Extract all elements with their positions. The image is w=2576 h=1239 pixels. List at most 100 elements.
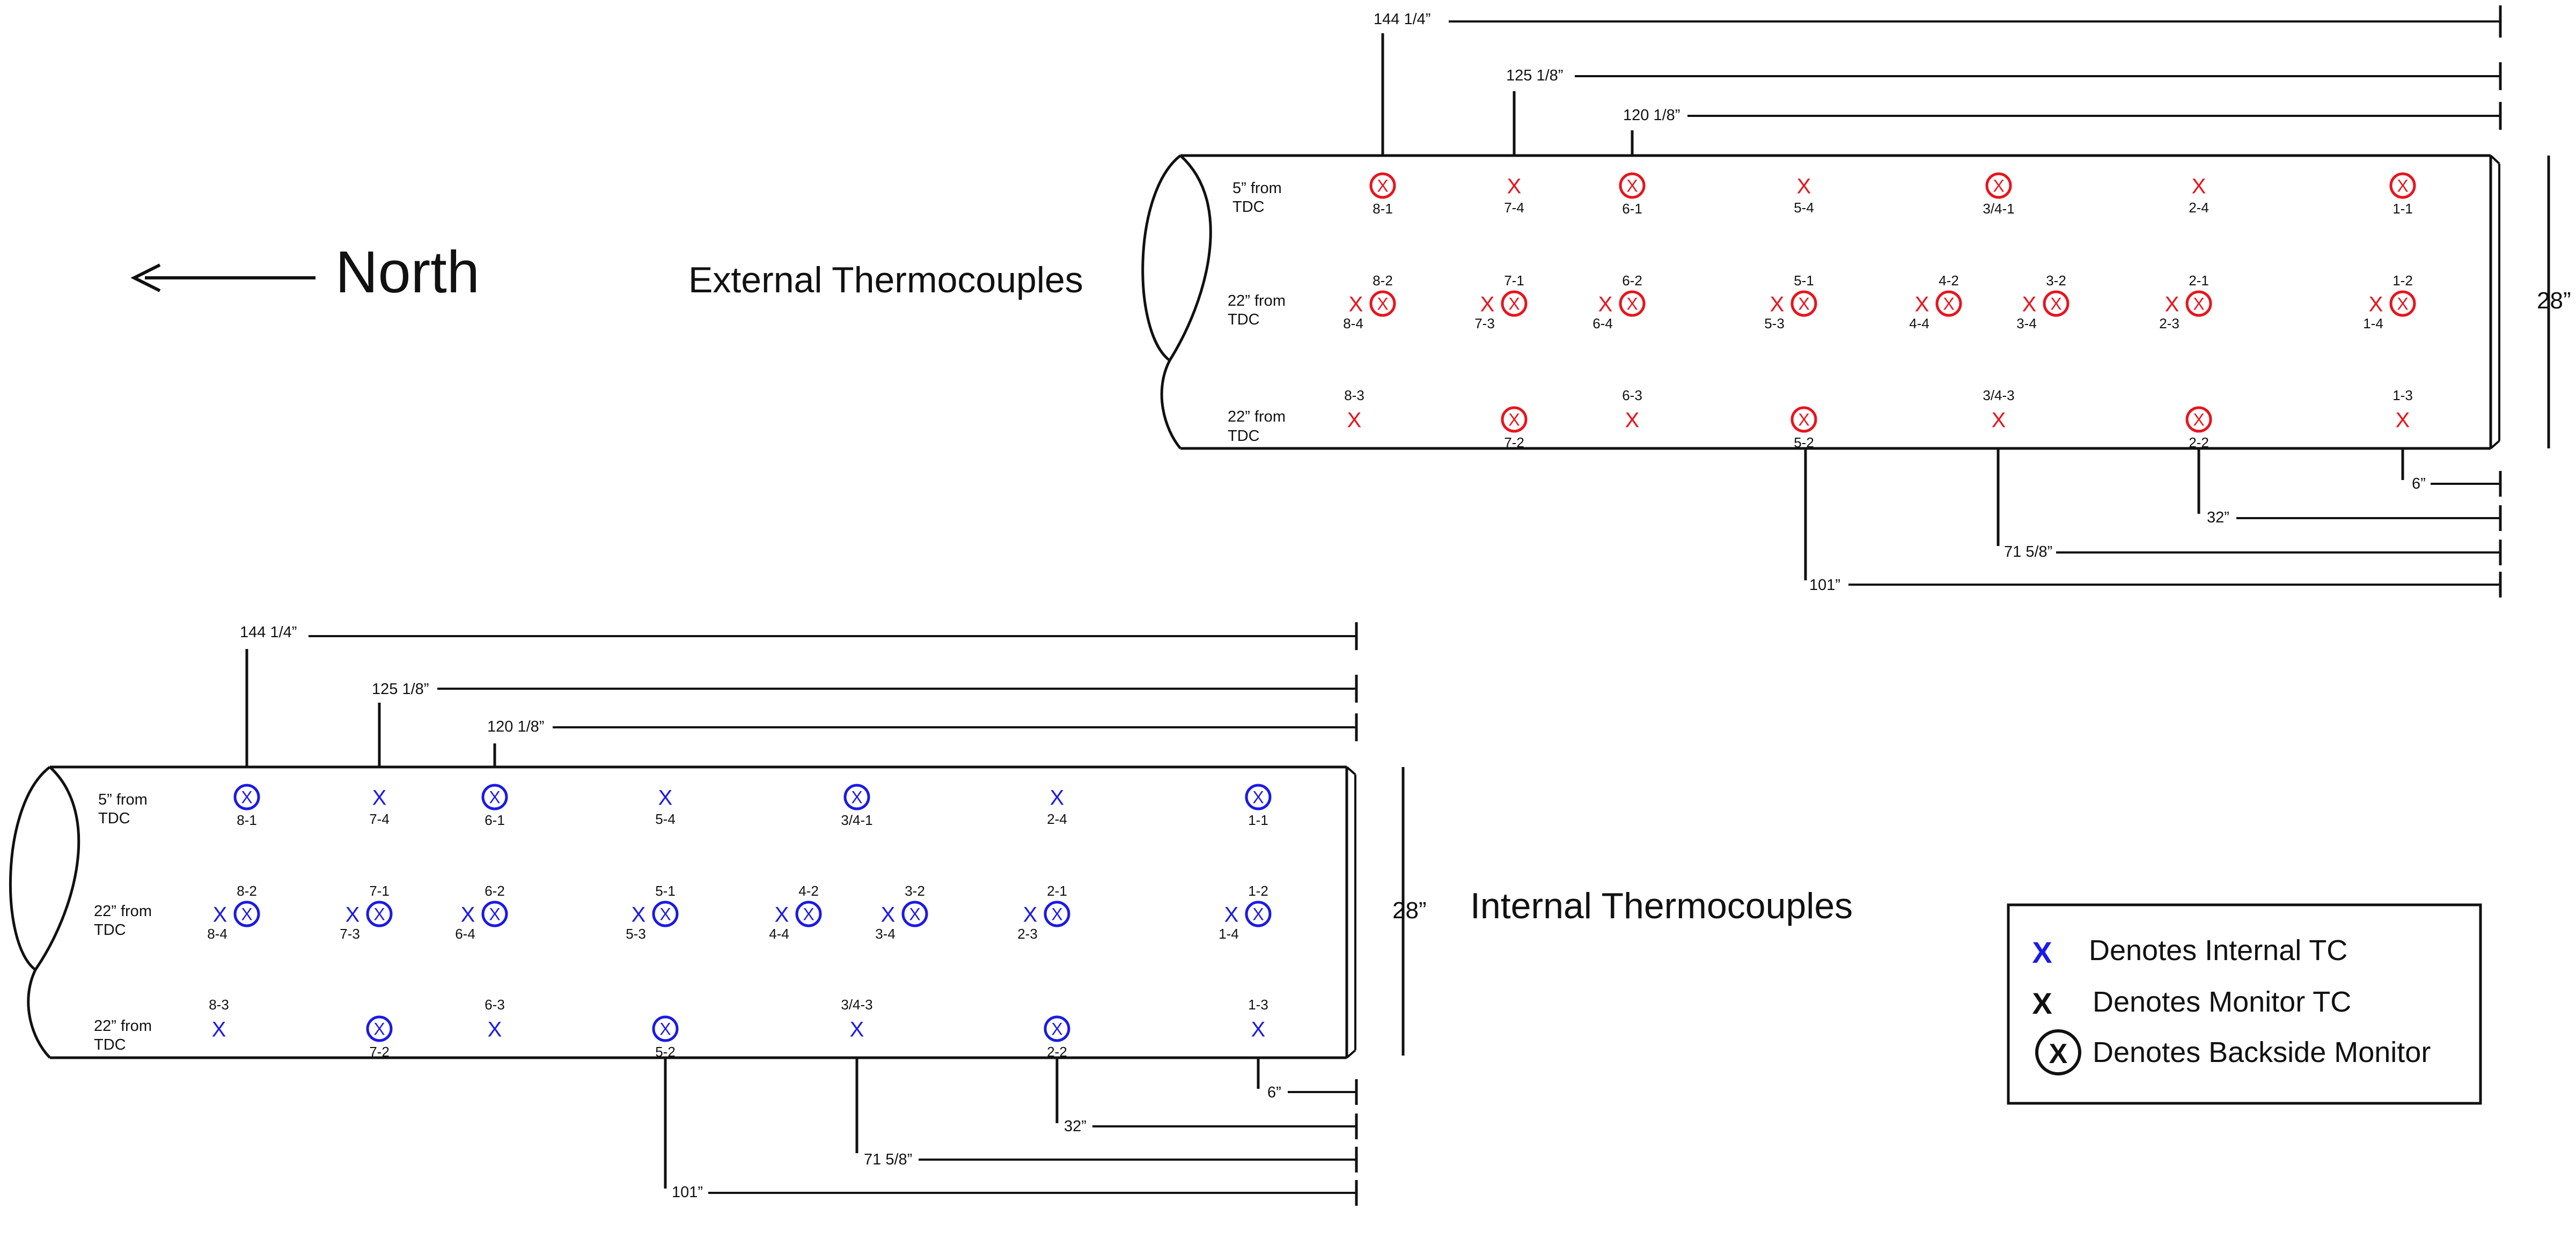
internal-tc-7-label-bottom: 8-4 [207, 926, 227, 942]
internal-tc-21-label: 1-3 [1248, 997, 1268, 1013]
external-tc-8-label-top: 7-1 [1504, 272, 1524, 289]
north-indicator: North [130, 239, 480, 305]
external-tc-12-label-bottom: 3-4 [2016, 315, 2037, 331]
external-tc-10-backside-monitor-icon: X [1798, 294, 1809, 314]
internal-tc-3-label: 5-4 [655, 811, 676, 827]
external-tc-18-label: 5-2 [1794, 434, 1814, 451]
external-tc-20-label: 2-2 [2189, 434, 2209, 451]
internal-tc-7-backside-monitor-icon: X [241, 905, 252, 924]
internal-pipe-outline [9, 765, 1356, 1059]
external-tc-6-backside-monitor-icon-ring [2389, 172, 2416, 199]
external-tc-10-backside-monitor-icon-ring [1790, 290, 1817, 317]
internal-tc-13-label-top: 2-1 [1047, 883, 1067, 899]
external-tc-7-label-bottom: 8-4 [1343, 315, 1363, 331]
external-tc-17-monitor-icon: X [1625, 408, 1640, 432]
internal-tc-12-label-bottom: 3-4 [875, 926, 896, 942]
internal-tc-9-backside-monitor-icon: X [489, 905, 500, 924]
legend: X Denotes Internal TC X Denotes Monitor … [2007, 903, 2482, 1105]
external-tc-18-backside-monitor-icon: X [1798, 410, 1809, 430]
external-row-label-2b: TDC [1228, 311, 1260, 328]
external-row-label-3b: TDC [1228, 427, 1260, 445]
internal-tc-14-monitor-icon: X [1224, 903, 1239, 926]
external-tc-9-backside-monitor-icon-ring [1619, 290, 1646, 317]
external-row-label-1a: 5” from [1232, 180, 1282, 197]
internal-tc-20-backside-monitor-icon-ring [1044, 1015, 1070, 1042]
internal-tc-11-backside-monitor-icon-ring [795, 901, 822, 927]
internal-tc-11-label-top: 4-2 [798, 883, 819, 899]
internal-tc-7-backside-monitor-icon-ring [233, 901, 260, 927]
external-tc-13-monitor-icon: X [2165, 292, 2179, 316]
internal-tc-0-label: 8-1 [237, 812, 257, 828]
external-tc-2-backside-monitor-icon: X [1626, 176, 1638, 196]
external-tc-0-backside-monitor-icon-ring [1369, 172, 1396, 199]
internal-top-dimensions: 144 1/4” 125 1/8” 120 1/8” [240, 622, 1358, 767]
internal-row-label-2b: TDC [94, 921, 126, 939]
external-markers: X8-1X7-4X6-1X5-4X3/4-1X2-4X1-1XX8-28-4XX… [1343, 172, 2416, 451]
external-tc-1-label: 7-4 [1504, 200, 1524, 216]
external-tc-10-label-top: 5-1 [1794, 272, 1814, 289]
internal-tc-19-monitor-icon: X [850, 1017, 864, 1041]
north-arrow-icon [130, 263, 161, 292]
internal-tc-12-monitor-icon: X [881, 903, 896, 926]
internal-tc-10-monitor-icon: X [632, 903, 646, 926]
internal-tc-8-label-bottom: 7-3 [340, 926, 360, 942]
internal-row-label-1b: TDC [98, 810, 130, 827]
internal-tc-4-label: 3/4-1 [841, 812, 872, 828]
external-tc-12-label-top: 3-2 [2046, 272, 2066, 289]
external-tc-14-backside-monitor-icon: X [2397, 294, 2408, 314]
internal-tc-9-label-top: 6-2 [485, 883, 505, 899]
external-title: External Thermocouples [688, 260, 1083, 300]
internal-dim-71: 71 5/8” [864, 1151, 912, 1168]
external-dim-71: 71 5/8” [2004, 543, 2052, 560]
internal-tc-10-backside-monitor-icon-ring [652, 901, 679, 927]
internal-tc-12-label-top: 3-2 [905, 883, 925, 899]
external-tc-5-monitor-icon: X [2192, 174, 2206, 198]
external-tc-12-monitor-icon: X [2022, 292, 2037, 316]
external-row-label-3a: 22” from [1228, 408, 1286, 425]
internal-tc-3-monitor-icon: X [658, 786, 673, 809]
external-tc-8-monitor-icon: X [1480, 292, 1495, 316]
external-tc-12-backside-monitor-icon-ring [2043, 290, 2069, 317]
external-tc-13-label-bottom: 2-3 [2159, 315, 2179, 331]
internal-dim-120: 120 1/8” [487, 718, 544, 735]
external-tc-7-backside-monitor-icon: X [1377, 294, 1388, 314]
internal-tc-9-label-bottom: 6-4 [455, 926, 475, 942]
external-tc-20-backside-monitor-icon-ring [2185, 406, 2212, 433]
legend-box [2007, 903, 2482, 1105]
external-tc-11-backside-monitor-icon-ring [1935, 290, 1962, 317]
internal-tc-4-backside-monitor-icon-ring [843, 784, 870, 810]
internal-dim-144: 144 1/4” [240, 624, 297, 641]
north-label: North [335, 239, 480, 305]
legend-internal-icon: X [2032, 935, 2052, 969]
internal-tc-13-backside-monitor-icon-ring [1044, 901, 1070, 927]
external-tc-12-backside-monitor-icon: X [2050, 294, 2061, 314]
external-tc-20-backside-monitor-icon: X [2193, 410, 2204, 430]
external-bottom-dimensions: 6” 32” 71 5/8” 101” [1804, 448, 2502, 598]
internal-tc-14-label-bottom: 1-4 [1219, 926, 1239, 942]
external-tc-7-label-top: 8-2 [1373, 272, 1393, 289]
legend-internal-text: Denotes Internal TC [2089, 934, 2347, 967]
internal-tc-11-label-bottom: 4-4 [769, 926, 789, 942]
internal-diameter-label: 28” [1392, 897, 1427, 924]
internal-dim-101: 101” [672, 1184, 703, 1201]
internal-tc-10-label-bottom: 5-3 [626, 926, 646, 942]
external-top-dimensions: 144 1/4” 125 1/8” 120 1/8” [1374, 5, 2502, 156]
internal-tc-18-backside-monitor-icon: X [659, 1020, 671, 1039]
external-tc-11-label-bottom: 4-4 [1909, 315, 1929, 331]
external-tc-14-label-bottom: 1-4 [2363, 315, 2383, 331]
external-tc-14-label-top: 1-2 [2392, 272, 2413, 289]
internal-tc-12-backside-monitor-icon: X [909, 905, 920, 924]
external-diameter-label: 28” [2537, 287, 2571, 314]
internal-row-label-2a: 22” from [94, 903, 152, 920]
internal-tc-1-monitor-icon: X [372, 786, 387, 809]
internal-tc-6-label: 1-1 [1248, 812, 1268, 828]
internal-dim-32: 32” [1064, 1118, 1087, 1135]
internal-tc-18-backside-monitor-icon-ring [652, 1015, 679, 1042]
external-tc-7-monitor-icon: X [1349, 292, 1363, 316]
external-tc-16-backside-monitor-icon: X [1508, 410, 1520, 430]
legend-backside-text: Denotes Backside Monitor [2093, 1036, 2431, 1068]
internal-tc-15-label: 8-3 [209, 997, 229, 1013]
internal-tc-13-monitor-icon: X [1023, 903, 1038, 926]
internal-dim-125: 125 1/8” [372, 681, 429, 698]
